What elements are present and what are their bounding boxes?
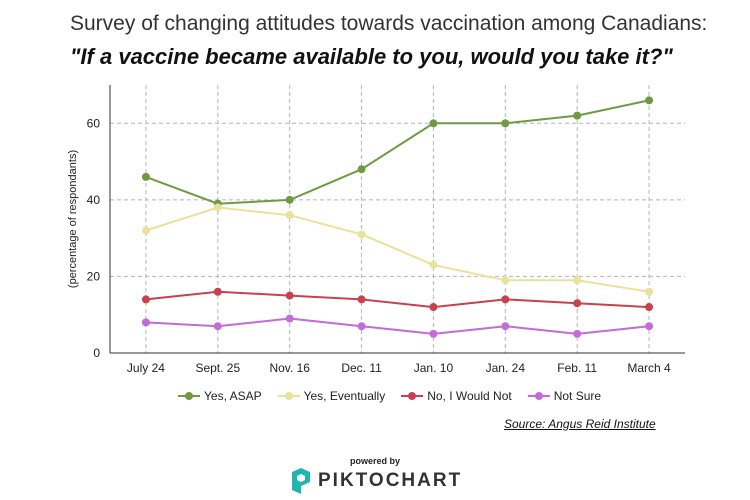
x-tick-label: March 4 [627, 361, 671, 375]
grid-lines [110, 85, 685, 353]
data-point [213, 203, 222, 212]
legend-swatch [277, 391, 300, 401]
data-point [285, 314, 294, 323]
y-tick-label: 40 [87, 193, 101, 207]
data-point [141, 172, 150, 181]
y-axis-label: (percentage of respondants) [67, 150, 79, 288]
data-point [357, 230, 366, 239]
legend-label: Yes, Eventually [303, 389, 386, 403]
legend-item: No, I Would Not [401, 389, 512, 403]
series-line [145, 317, 650, 335]
chart-title: Survey of changing attitudes towards vac… [70, 12, 708, 35]
y-tick-label: 0 [93, 346, 100, 360]
legend-label: Not Sure [553, 389, 602, 403]
data-point [429, 260, 438, 269]
data-point [141, 226, 150, 235]
legend-item: Yes, ASAP [178, 389, 262, 403]
data-point [357, 295, 366, 304]
data-point [645, 303, 654, 312]
x-tick-label: Dec. 11 [341, 361, 382, 375]
data-point [357, 322, 366, 331]
x-tick-label: Nov. 16 [269, 361, 310, 375]
data-point [429, 303, 438, 312]
data-point [141, 295, 150, 304]
x-tick-label: Feb. 11 [557, 361, 597, 375]
data-point [285, 211, 294, 220]
y-tick-labels: 0 20 40 60 [87, 116, 101, 360]
series-lines [145, 99, 650, 335]
data-point [645, 287, 654, 296]
series-line [145, 206, 650, 293]
piktochart-logo-icon [292, 468, 310, 494]
data-point [213, 287, 222, 296]
x-tick-label: Jan. 24 [486, 361, 526, 375]
chart-subtitle: "If a vaccine became available to you, w… [70, 44, 673, 69]
source-link[interactable]: Source: Angus Reid Institute [504, 417, 656, 431]
data-point [573, 299, 582, 308]
data-point [285, 195, 294, 204]
data-point [429, 329, 438, 338]
data-point [501, 322, 510, 331]
x-tick-label: July 24 [127, 361, 165, 375]
data-point [501, 295, 510, 304]
data-point [645, 96, 654, 105]
data-point [501, 276, 510, 285]
y-tick-label: 20 [87, 269, 101, 283]
data-point [285, 291, 294, 300]
legend-item: Yes, Eventually [277, 389, 386, 403]
data-point [501, 119, 510, 128]
x-tick-label: Jan. 10 [414, 361, 454, 375]
data-point [573, 111, 582, 120]
legend-swatch [527, 391, 550, 401]
y-tick-label: 60 [87, 116, 101, 130]
series-points [141, 96, 654, 338]
powered-by-text: powered by [349, 456, 400, 466]
x-tick-label: Sept. 25 [195, 361, 240, 375]
series-line [145, 290, 650, 309]
piktochart-logo[interactable]: PIKTOCHART [290, 468, 462, 494]
series-line [145, 99, 650, 205]
legend-label: No, I Would Not [427, 389, 512, 403]
data-point [645, 322, 654, 331]
data-point [357, 165, 366, 174]
data-point [573, 276, 582, 285]
axes [109, 85, 685, 354]
data-point [141, 318, 150, 327]
chart-legend: Yes, ASAP Yes, Eventually No, I Would Not N… [178, 389, 601, 403]
legend-item: Not Sure [527, 389, 602, 403]
data-point [213, 322, 222, 331]
legend-swatch [401, 391, 424, 401]
data-point [573, 329, 582, 338]
brand-name: PIKTOCHART [318, 470, 463, 491]
x-tick-labels: July 24 Sept. 25 Nov. 16 Dec. 11 Jan. 10 Jan.… [127, 361, 671, 375]
data-point [429, 119, 438, 128]
legend-label: Yes, ASAP [204, 389, 262, 403]
legend-swatch [178, 391, 200, 401]
